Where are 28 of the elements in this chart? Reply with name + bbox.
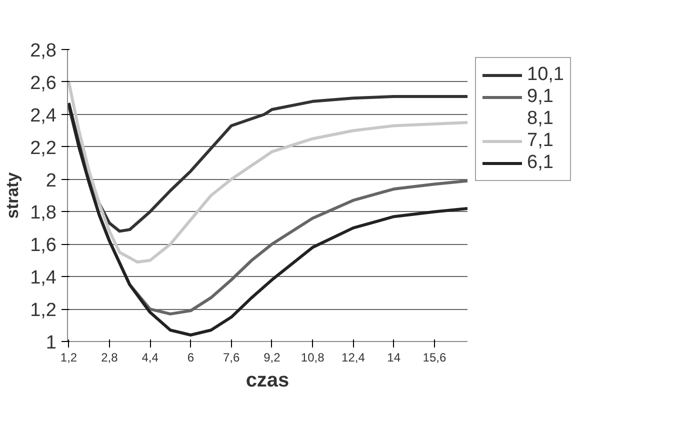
y-tick-label: 2,6 xyxy=(30,72,57,94)
x-tick-label: 7,6 xyxy=(222,350,240,364)
y-tick-label: 2 xyxy=(46,170,57,192)
x-tick-label: 6 xyxy=(187,350,194,364)
y-tick-label: 2,8 xyxy=(30,40,57,62)
x-tick-label: 12,4 xyxy=(342,350,366,364)
legend-label: 10,1 xyxy=(527,64,564,86)
x-tick-label: 2,8 xyxy=(101,350,118,364)
legend-label: 9,1 xyxy=(527,86,554,108)
y-tick-label: 2,4 xyxy=(30,105,57,126)
x-tick-label: 14 xyxy=(387,350,401,364)
x-tick-label: 1,2 xyxy=(60,350,78,364)
y-tick-label: 1 xyxy=(46,332,57,354)
legend-label: 6,1 xyxy=(527,152,554,174)
y-tick-label: 1,8 xyxy=(30,202,57,224)
x-tick-label: 10,8 xyxy=(300,350,325,364)
y-axis-title: straty xyxy=(3,172,22,219)
y-tick-label: 1,2 xyxy=(30,300,57,322)
y-tick-label: 1,4 xyxy=(30,268,57,289)
text: 8,1 xyxy=(527,108,554,130)
x-tick-label: 4,4 xyxy=(142,350,159,364)
x-tick-label: 15,6 xyxy=(422,350,446,364)
x-tick-label: 9,2 xyxy=(264,350,281,364)
x-axis-title: czas xyxy=(246,370,290,392)
y-tick-label: 1,6 xyxy=(30,235,57,256)
line-series xyxy=(68,80,468,264)
y-tick-label: 2,2 xyxy=(30,138,57,159)
legend-label: 7,1 xyxy=(527,130,554,152)
